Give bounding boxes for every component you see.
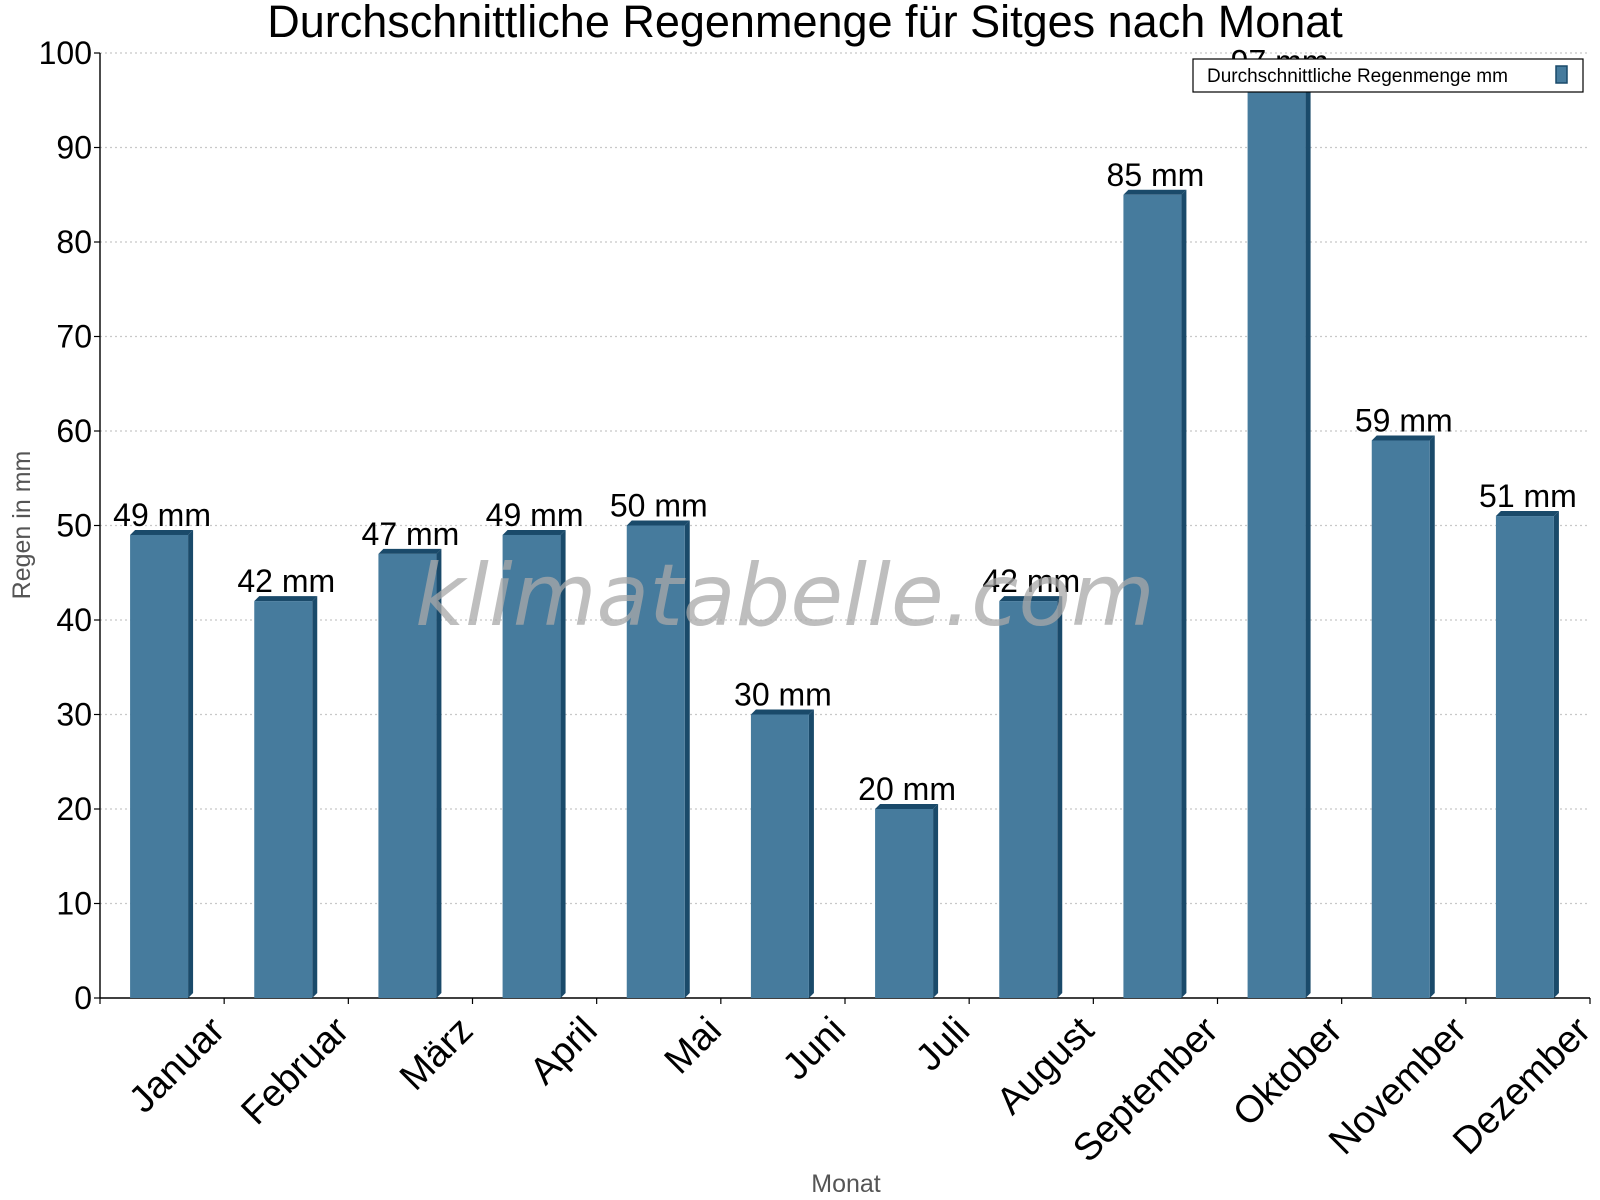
x-tick-label: Januar xyxy=(121,1009,233,1121)
bar-side xyxy=(684,520,690,998)
legend-box xyxy=(1192,58,1584,93)
legend-swatch xyxy=(1555,65,1568,84)
bar-value-label: 42 mm xyxy=(982,563,1080,599)
bar-side xyxy=(808,709,814,998)
y-tick-label: 30 xyxy=(56,697,92,733)
legend-label: Durchschnittliche Regenmenge mm xyxy=(1207,66,1508,87)
bar-face xyxy=(130,534,189,998)
bar-side xyxy=(188,529,194,998)
x-tick-label: Juli xyxy=(908,1009,978,1079)
bar-value-label: 49 mm xyxy=(113,497,211,533)
y-axis: 0 10 20 30 40 50 60 70 80 90 100 xyxy=(39,35,101,1016)
bar-face xyxy=(1495,516,1554,998)
gridlines xyxy=(100,52,1590,905)
bar-top xyxy=(378,548,442,554)
x-axis-title: Monat xyxy=(811,1170,881,1198)
bar-face xyxy=(999,601,1058,998)
y-tick-label: 20 xyxy=(56,791,92,827)
x-tick-label: März xyxy=(392,1009,481,1098)
bar-top xyxy=(999,596,1063,602)
watermark: klimatabelle.com xyxy=(415,546,1155,646)
bar xyxy=(750,709,814,998)
y-tick-label: 40 xyxy=(56,602,92,638)
bar-top xyxy=(254,596,318,602)
bar-face xyxy=(750,714,809,998)
bar-top xyxy=(750,709,814,715)
y-axis-title: Regen in mm xyxy=(8,451,36,600)
bar xyxy=(1123,189,1187,998)
bar-side xyxy=(560,529,566,998)
bar-top xyxy=(1123,189,1187,195)
bar-top xyxy=(626,520,690,526)
bar-face xyxy=(875,809,934,998)
bar-top xyxy=(502,529,566,535)
bar-side xyxy=(312,596,318,998)
y-tick-label: 90 xyxy=(56,130,92,166)
bar-top xyxy=(875,804,939,809)
y-tick-label: 80 xyxy=(56,224,92,260)
y-tick-label: 70 xyxy=(56,319,92,355)
x-tick-label: August xyxy=(989,1009,1103,1123)
bar-face xyxy=(626,525,685,998)
bar-value-label: 50 mm xyxy=(610,488,708,524)
legend: Durchschnittliche Regenmenge mm xyxy=(1192,58,1584,93)
bar xyxy=(254,596,318,998)
y-tick-label: 0 xyxy=(74,980,92,1016)
value-labels: 49 mm 42 mm 47 mm 49 mm 50 mm 30 mm 20 mm 42 mm… xyxy=(113,43,1577,807)
y-tick-label: 10 xyxy=(56,886,92,922)
x-axis: Januar Februar März April Mai Juni Juli AugustS… xyxy=(99,997,1599,1170)
y-tick-label: 60 xyxy=(56,413,92,449)
bar-value-label: 59 mm xyxy=(1355,402,1453,438)
bar-value-label: 85 mm xyxy=(1107,157,1205,193)
bar-side xyxy=(1553,511,1559,998)
bar-value-label: 30 mm xyxy=(734,677,832,713)
x-tick-label: Oktober xyxy=(1225,1009,1351,1135)
bar-side xyxy=(1057,596,1063,998)
bar-face xyxy=(1247,81,1306,999)
bar xyxy=(502,529,566,998)
bar-series xyxy=(130,76,1559,999)
bar xyxy=(378,548,442,998)
x-tick-label: April xyxy=(522,1009,605,1092)
bar-top xyxy=(1371,435,1435,441)
y-tick-label: 50 xyxy=(56,508,92,544)
bar xyxy=(1247,76,1311,999)
y-tick-label: 100 xyxy=(39,35,92,71)
bar xyxy=(999,596,1063,998)
bar-face xyxy=(378,553,437,998)
bar-face xyxy=(1371,440,1430,998)
bar xyxy=(875,804,939,998)
bar-value-label: 42 mm xyxy=(237,563,335,599)
bar-value-label: 49 mm xyxy=(486,497,584,533)
x-tick-label: Dezember xyxy=(1445,1009,1599,1163)
bar-side xyxy=(1305,76,1311,999)
x-tick-label: Februar xyxy=(233,1009,357,1133)
bar-value-label: 51 mm xyxy=(1479,478,1577,514)
bar-face xyxy=(502,534,561,998)
bar-value-label: 47 mm xyxy=(362,516,460,552)
bar-face xyxy=(1123,194,1182,998)
bar-side xyxy=(1429,435,1435,998)
bar-side xyxy=(1181,189,1187,998)
chart-title: Durchschnittliche Regenmenge für Sitges … xyxy=(267,0,1343,47)
bar xyxy=(1371,435,1435,998)
bar-top xyxy=(130,529,194,535)
x-tick-label: Mai xyxy=(657,1009,730,1082)
bar xyxy=(1495,511,1559,998)
bar-top xyxy=(1495,511,1559,517)
bar-side xyxy=(933,804,939,998)
bar xyxy=(626,520,690,998)
bar-value-label: 20 mm xyxy=(858,771,956,807)
bar-face xyxy=(254,601,313,998)
bar-side xyxy=(436,548,442,998)
bar xyxy=(130,529,194,998)
x-tick-label: Juni xyxy=(775,1009,854,1088)
